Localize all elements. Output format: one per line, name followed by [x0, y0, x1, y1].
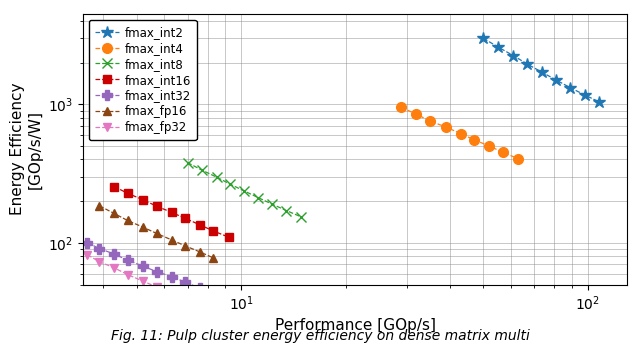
fmax_int32	[95, 246, 103, 251]
Line: fmax_int8: fmax_int8	[182, 158, 306, 222]
fmax_int32	[139, 264, 147, 268]
fmax_fp32	[196, 302, 204, 306]
fmax_fp32	[168, 291, 175, 296]
fmax_int16	[139, 197, 147, 202]
fmax_int4	[442, 125, 450, 129]
Line: fmax_int4: fmax_int4	[397, 103, 523, 163]
fmax_fp32	[84, 253, 92, 257]
fmax_int8	[184, 160, 191, 164]
fmax_int2	[524, 62, 531, 66]
fmax_int8	[213, 175, 221, 179]
Line: fmax_int16: fmax_int16	[110, 183, 233, 241]
fmax_int2	[566, 86, 574, 90]
fmax_int8	[298, 215, 305, 219]
Y-axis label: Energy Efficiency
[GOp/s/W]: Energy Efficiency [GOp/s/W]	[10, 83, 43, 215]
fmax_fp16	[182, 244, 189, 248]
fmax_fp16	[153, 231, 161, 236]
Line: fmax_fp16: fmax_fp16	[95, 202, 218, 262]
fmax_int4	[412, 112, 420, 116]
fmax_int32	[84, 241, 92, 245]
fmax_int16	[209, 229, 217, 233]
fmax_fp16	[124, 218, 131, 222]
fmax_fp32	[95, 260, 103, 264]
fmax_int2	[595, 100, 603, 104]
fmax_int8	[227, 182, 234, 186]
Line: fmax_int32: fmax_int32	[83, 238, 205, 293]
fmax_int4	[486, 144, 493, 148]
Line: fmax_fp32: fmax_fp32	[83, 251, 204, 308]
fmax_int16	[124, 191, 131, 195]
fmax_int8	[241, 189, 248, 193]
fmax_fp16	[139, 225, 147, 229]
fmax_int16	[196, 223, 204, 227]
fmax_int16	[110, 185, 118, 189]
fmax_fp16	[209, 256, 217, 260]
Text: Fig. 11: Pulp cluster energy efficiency on dense matrix multi: Fig. 11: Pulp cluster energy efficiency …	[111, 329, 529, 343]
fmax_int2	[479, 36, 487, 40]
fmax_int16	[153, 204, 161, 208]
fmax_fp32	[153, 285, 161, 289]
fmax_int16	[182, 217, 189, 221]
fmax_int16	[168, 210, 175, 214]
fmax_int8	[269, 202, 276, 206]
X-axis label: Performance [GOp/s]: Performance [GOp/s]	[275, 319, 436, 333]
fmax_int8	[198, 168, 205, 172]
fmax_int4	[397, 105, 405, 110]
fmax_int4	[426, 119, 433, 123]
fmax_int8	[282, 209, 290, 213]
fmax_int4	[515, 156, 522, 161]
Legend: fmax_int2, fmax_int4, fmax_int8, fmax_int16, fmax_int32, fmax_fp16, fmax_fp32: fmax_int2, fmax_int4, fmax_int8, fmax_in…	[89, 20, 196, 140]
fmax_int2	[581, 93, 589, 97]
fmax_int32	[124, 258, 131, 262]
fmax_int16	[225, 235, 232, 239]
fmax_int2	[539, 70, 547, 75]
fmax_int2	[552, 78, 560, 82]
fmax_fp16	[168, 238, 175, 242]
fmax_fp32	[182, 297, 189, 302]
fmax_fp16	[95, 204, 103, 208]
fmax_fp16	[196, 250, 204, 254]
fmax_fp32	[139, 279, 147, 283]
fmax_int32	[182, 280, 189, 284]
fmax_fp16	[110, 211, 118, 215]
fmax_int32	[196, 286, 204, 290]
fmax_int4	[499, 150, 507, 154]
fmax_int2	[494, 45, 502, 49]
fmax_int4	[470, 138, 478, 142]
fmax_int32	[168, 274, 175, 279]
fmax_int4	[457, 132, 465, 136]
fmax_int32	[110, 252, 118, 256]
Line: fmax_int2: fmax_int2	[477, 32, 605, 108]
fmax_int2	[509, 53, 517, 58]
fmax_fp32	[124, 272, 131, 277]
fmax_int32	[153, 270, 161, 274]
fmax_fp32	[110, 266, 118, 270]
fmax_int8	[255, 196, 262, 200]
